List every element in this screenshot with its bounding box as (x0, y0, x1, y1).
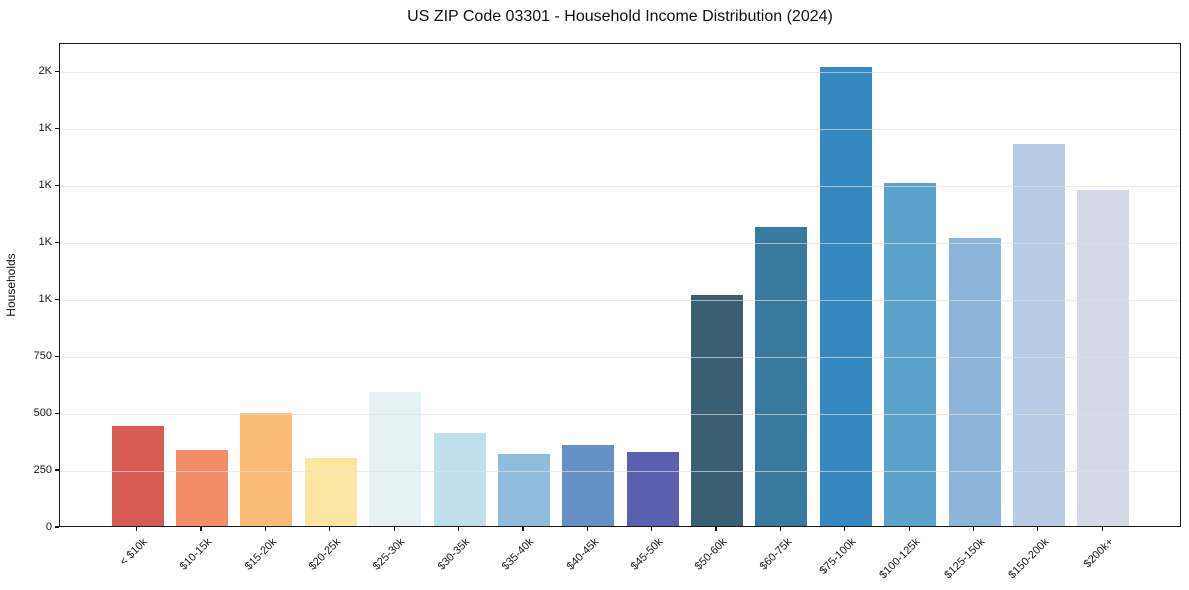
y-tick-label: 1K (38, 292, 52, 305)
x-tick-mark (972, 527, 975, 531)
bar (1077, 190, 1130, 526)
y-tick-mark (55, 298, 59, 300)
y-tick-label: 1K (38, 235, 52, 248)
y-tick-mark (55, 526, 59, 528)
y-tick-label: 750 (33, 349, 52, 362)
chart-title: US ZIP Code 03301 - Household Income Dis… (407, 8, 833, 25)
x-tick-label: $45-50k (628, 536, 666, 573)
x-tick-mark (200, 527, 202, 531)
bar (433, 432, 486, 526)
gridline (60, 242, 1180, 244)
x-tick-mark (908, 527, 910, 531)
y-tick-mark (55, 469, 59, 471)
x-tick-label: $100-125k (877, 536, 923, 582)
x-tick-mark (586, 527, 588, 531)
x-tick-mark (779, 527, 781, 531)
x-tick-label: $25-30k (371, 536, 408, 573)
bar (240, 413, 293, 526)
gridline (60, 299, 1180, 301)
y-tick-label: 1K (38, 178, 52, 191)
gridline (60, 413, 1180, 415)
x-tick-label: $10-15k (177, 536, 215, 573)
x-tick-mark (136, 527, 138, 531)
gridline (60, 71, 1180, 73)
y-tick-mark (55, 355, 59, 357)
x-tick-mark (522, 527, 524, 531)
gridline (60, 185, 1180, 187)
y-tick-mark (55, 412, 59, 414)
gridline (60, 128, 1180, 130)
bar (176, 450, 229, 526)
x-tick-mark (844, 527, 846, 531)
x-tick-mark (715, 527, 717, 531)
bar (111, 425, 164, 526)
x-tick-label: $125-150k (941, 536, 988, 582)
x-tick-mark (1101, 527, 1103, 531)
bar (819, 66, 872, 526)
x-tick-mark (651, 527, 653, 531)
bar (562, 444, 615, 526)
x-tick-label: $150-200k (1006, 536, 1052, 582)
y-tick-mark (55, 184, 59, 186)
x-tick-label: $75-100k (817, 536, 859, 577)
y-tick-label: 0 (45, 520, 52, 533)
bar (626, 451, 679, 526)
gridline (60, 470, 1180, 472)
x-tick-label: $200k+ (1081, 536, 1116, 571)
bar (497, 453, 550, 526)
plot-area (59, 43, 1181, 527)
y-tick-mark (55, 127, 59, 129)
x-tick-mark (1037, 527, 1039, 531)
x-tick-label: $35-40k (499, 536, 537, 573)
x-tick-label: $40-45k (564, 536, 601, 573)
x-tick-label: $30-35k (435, 536, 473, 573)
bar (884, 182, 937, 526)
gridline (60, 356, 1180, 358)
y-tick-label: 1K (38, 121, 52, 134)
x-tick-label: $20-25k (306, 536, 344, 573)
y-tick-mark (55, 70, 59, 73)
x-tick-label: $60-75k (757, 536, 794, 573)
x-tick-label: < $10k (118, 536, 151, 569)
y-tick-label: 250 (33, 463, 52, 476)
y-tick-label: 2K (38, 64, 52, 77)
x-tick-mark (329, 527, 331, 531)
bar (948, 237, 1001, 526)
bar (755, 227, 808, 526)
bar (1012, 144, 1065, 526)
x-tick-mark (393, 527, 395, 531)
bar (304, 457, 357, 526)
x-tick-mark (457, 527, 460, 531)
bar (369, 392, 422, 526)
x-tick-label: $50-60k (692, 536, 730, 573)
x-tick-mark (264, 527, 267, 531)
y-tick-mark (55, 241, 59, 243)
y-tick-label: 500 (33, 406, 52, 419)
y-axis-label: Households (4, 253, 18, 317)
x-tick-label: $15-20k (242, 536, 279, 573)
bar (691, 294, 744, 526)
